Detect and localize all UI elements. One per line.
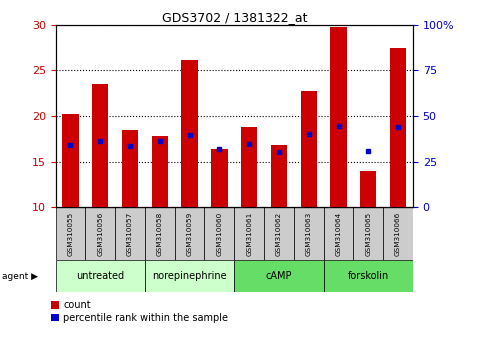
Text: untreated: untreated: [76, 271, 124, 281]
Bar: [360, 171, 376, 207]
Text: agent ▶: agent ▶: [2, 272, 39, 281]
Bar: [62, 114, 79, 207]
Legend: count, percentile rank within the sample: count, percentile rank within the sample: [51, 301, 228, 323]
Text: GSM310058: GSM310058: [157, 211, 163, 256]
Text: GSM310064: GSM310064: [336, 211, 341, 256]
Bar: [152, 136, 168, 207]
Bar: [122, 130, 138, 207]
FancyBboxPatch shape: [264, 207, 294, 260]
Text: GSM310056: GSM310056: [97, 211, 103, 256]
Title: GDS3702 / 1381322_at: GDS3702 / 1381322_at: [161, 11, 307, 24]
Text: GSM310065: GSM310065: [365, 211, 371, 256]
FancyBboxPatch shape: [294, 207, 324, 260]
Bar: [92, 84, 108, 207]
Bar: [241, 127, 257, 207]
Bar: [182, 60, 198, 207]
Bar: [300, 91, 317, 207]
Bar: [390, 48, 406, 207]
FancyBboxPatch shape: [383, 207, 413, 260]
FancyBboxPatch shape: [145, 207, 175, 260]
FancyBboxPatch shape: [56, 260, 145, 292]
FancyBboxPatch shape: [204, 207, 234, 260]
Bar: [211, 149, 227, 207]
FancyBboxPatch shape: [324, 207, 354, 260]
Text: GSM310061: GSM310061: [246, 211, 252, 256]
FancyBboxPatch shape: [145, 260, 234, 292]
FancyBboxPatch shape: [234, 260, 324, 292]
FancyBboxPatch shape: [85, 207, 115, 260]
FancyBboxPatch shape: [56, 207, 85, 260]
FancyBboxPatch shape: [175, 207, 204, 260]
Text: GSM310059: GSM310059: [186, 211, 193, 256]
FancyBboxPatch shape: [234, 207, 264, 260]
Text: GSM310055: GSM310055: [68, 211, 73, 256]
FancyBboxPatch shape: [354, 207, 383, 260]
Text: GSM310066: GSM310066: [395, 211, 401, 256]
FancyBboxPatch shape: [324, 260, 413, 292]
Bar: [271, 145, 287, 207]
Text: GSM310063: GSM310063: [306, 211, 312, 256]
Text: GSM310060: GSM310060: [216, 211, 222, 256]
Text: GSM310062: GSM310062: [276, 211, 282, 256]
Text: forskolin: forskolin: [348, 271, 389, 281]
Text: GSM310057: GSM310057: [127, 211, 133, 256]
Text: norepinephrine: norepinephrine: [152, 271, 227, 281]
Bar: [330, 27, 347, 207]
Text: cAMP: cAMP: [266, 271, 292, 281]
FancyBboxPatch shape: [115, 207, 145, 260]
